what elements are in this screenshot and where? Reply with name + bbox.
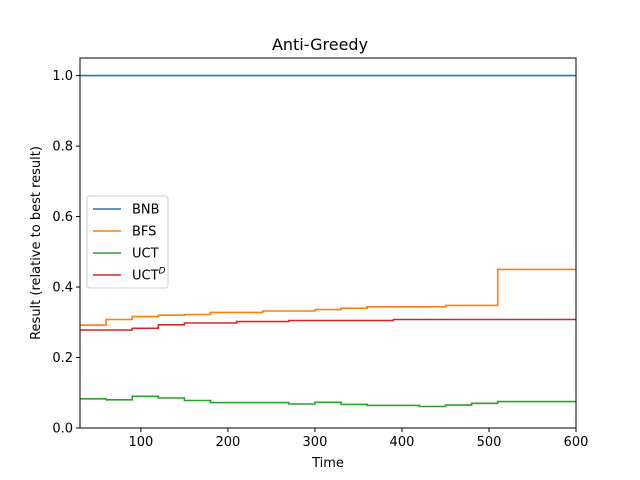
legend-label: BFS — [132, 225, 156, 240]
series-line-uctd — [80, 318, 576, 331]
x-tick-label: 600 — [564, 435, 589, 450]
x-tick-label: 500 — [477, 435, 502, 450]
plot-lines — [80, 74, 576, 408]
legend-label: UCT — [132, 247, 159, 262]
x-tick-label: 200 — [216, 435, 241, 450]
x-tick-label: 100 — [128, 435, 153, 450]
series-line-bfs — [80, 268, 576, 326]
plot-frame — [79, 57, 577, 429]
series-line-uct — [80, 395, 576, 408]
y-tick-label: 0.6 — [52, 210, 73, 225]
legend: BNB BFS UCT UCTD — [86, 195, 169, 289]
legend-label: UCTD — [132, 267, 166, 284]
y-axis-label: Result (relative to best result) — [29, 146, 44, 340]
y-tick-label: 0.8 — [52, 140, 73, 155]
y-tick-label: 0.0 — [52, 422, 73, 437]
x-axis-label: Time — [311, 456, 344, 471]
chart-title: Anti-Greedy — [272, 35, 368, 54]
x-axis-ticks: 100 200 300 400 500 600 — [128, 428, 588, 450]
y-tick-label: 1.0 — [52, 69, 73, 84]
y-tick-label: 0.2 — [52, 351, 73, 366]
y-tick-label: 0.4 — [52, 281, 73, 296]
y-axis-ticks: 0.0 0.2 0.4 0.6 0.8 1.0 — [52, 69, 80, 437]
legend-box — [86, 195, 169, 289]
x-tick-label: 400 — [390, 435, 415, 450]
x-tick-label: 300 — [303, 435, 328, 450]
legend-label: BNB — [132, 203, 160, 218]
